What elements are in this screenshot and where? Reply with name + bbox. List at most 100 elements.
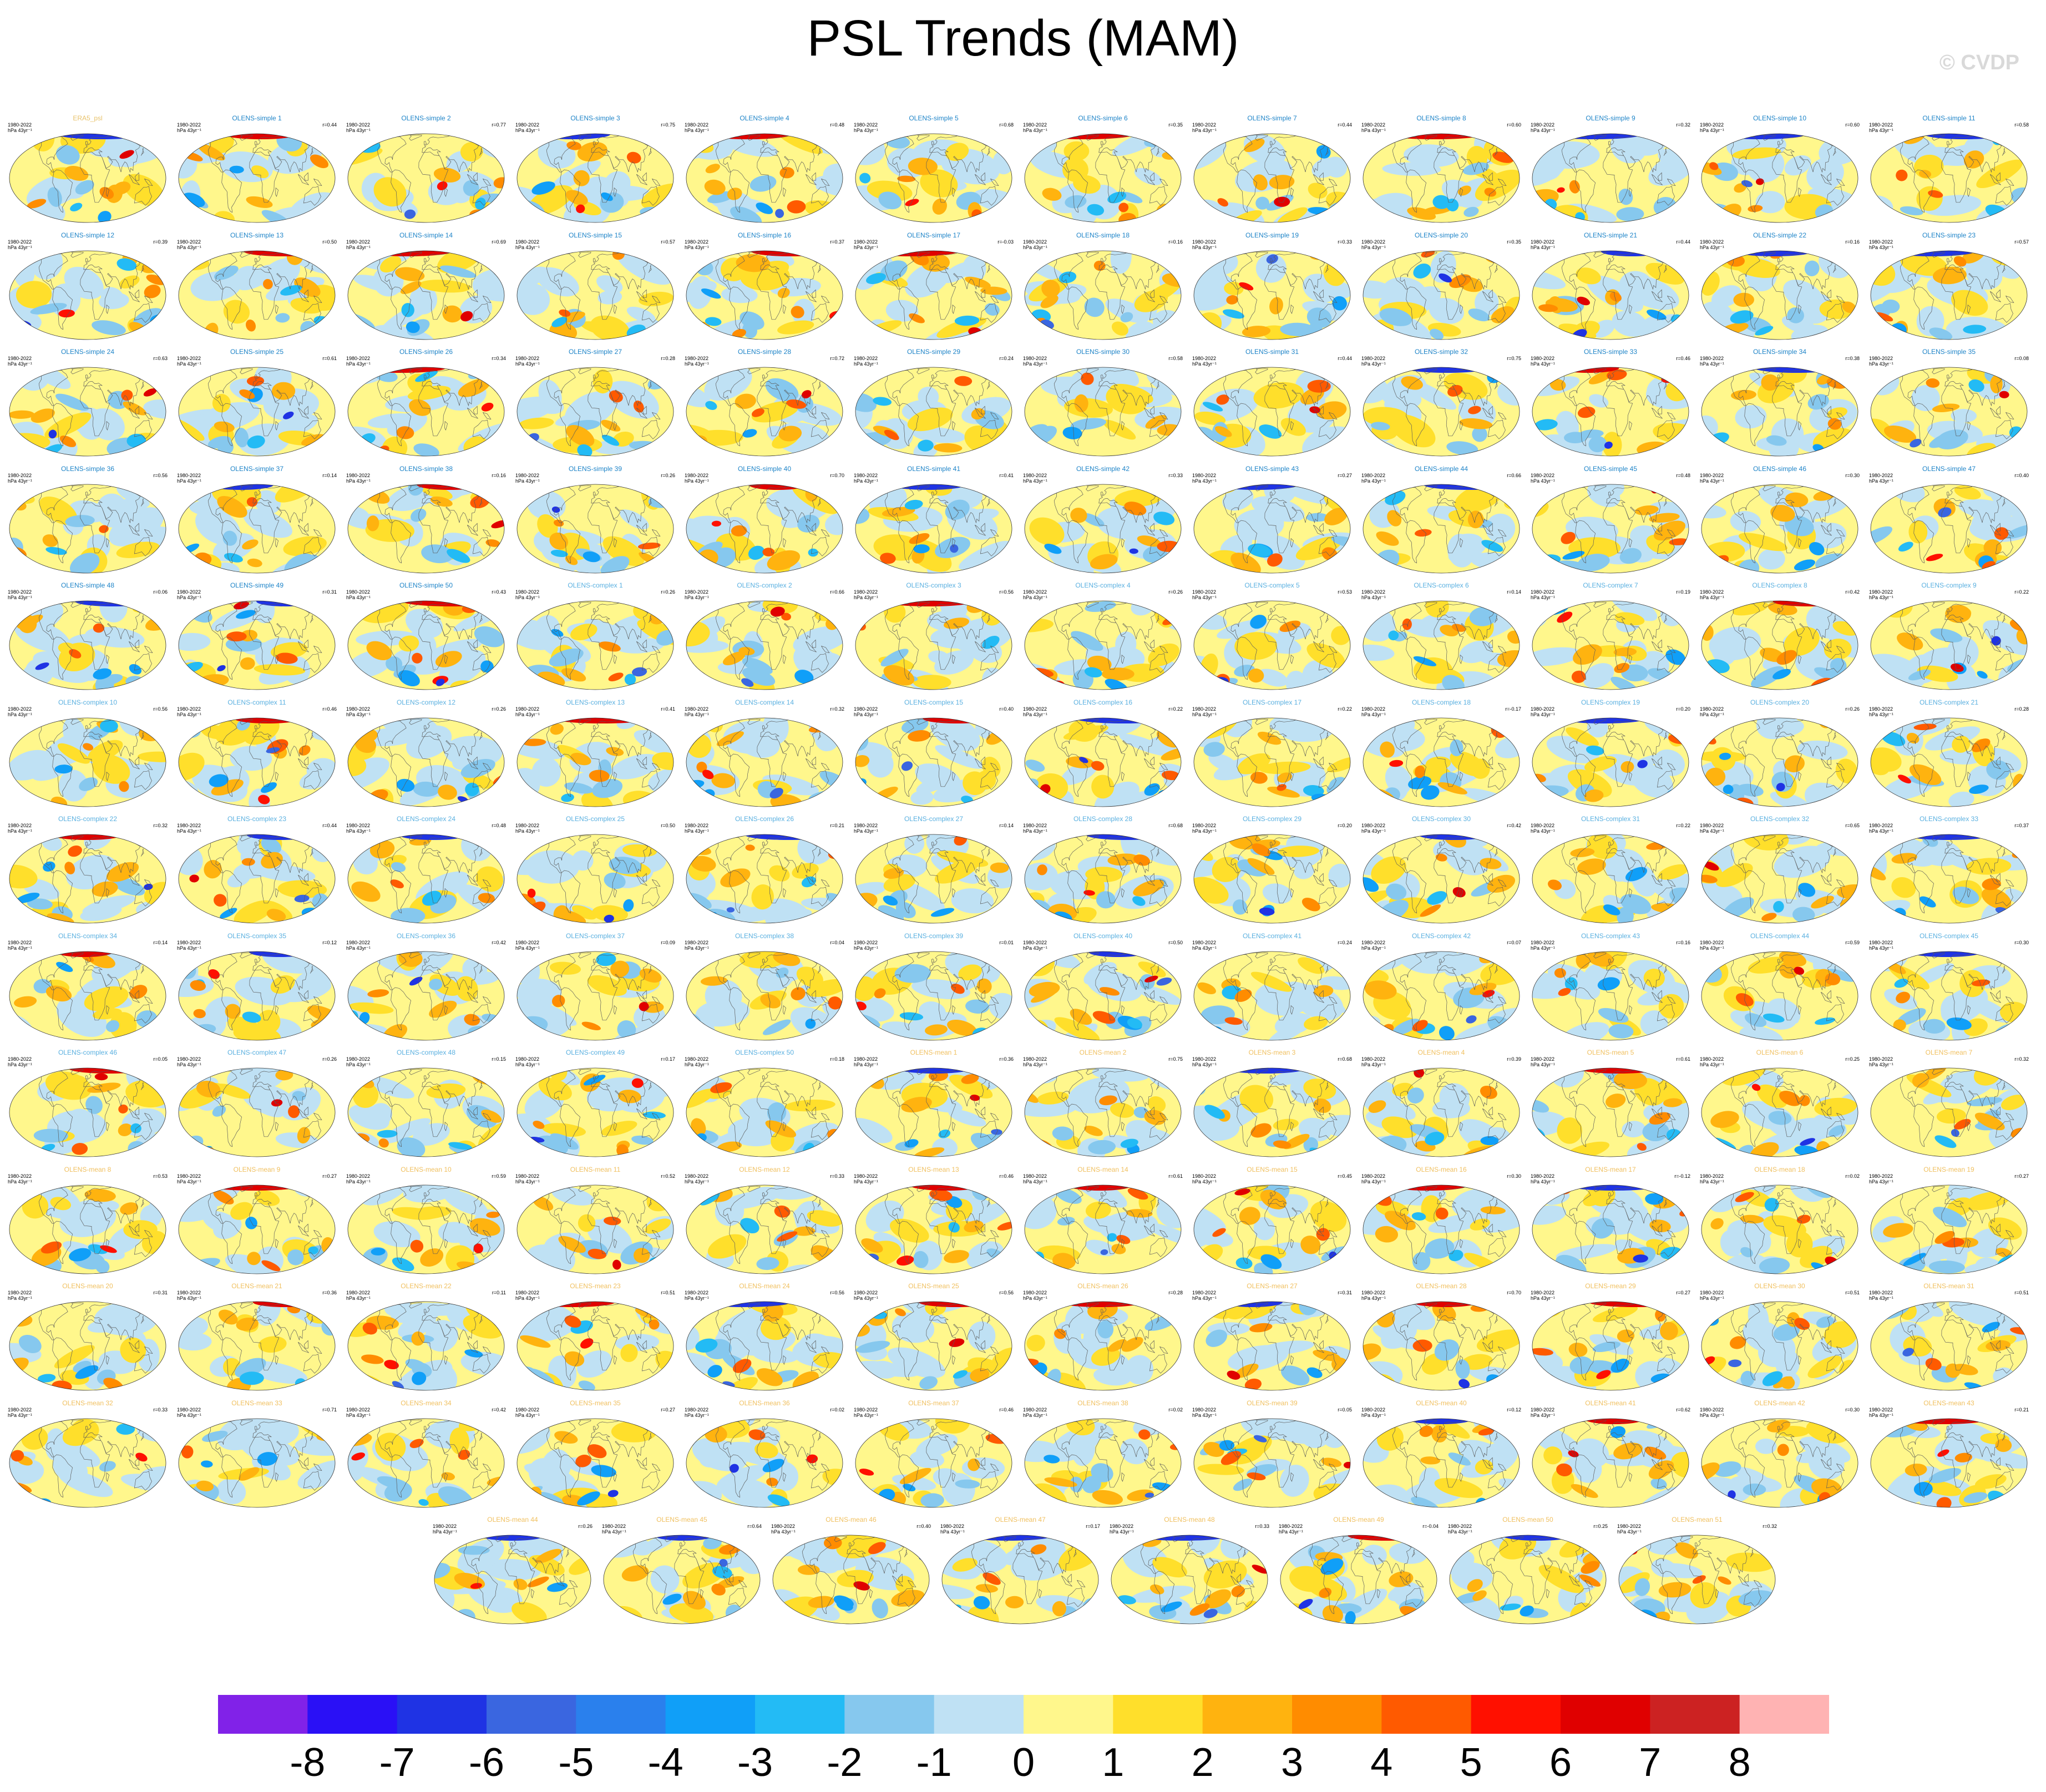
colorbar-swatch (1561, 1695, 1650, 1734)
robinson-map (1363, 951, 1520, 1040)
panel-title: OLENS-simple 1 (232, 114, 282, 122)
panel-title: OLENS-simple 32 (1414, 348, 1468, 356)
panel-pattern-correlation: r=0.44 (322, 823, 337, 828)
panel-title: OLENS-mean 43 (1923, 1399, 1974, 1407)
robinson-map (347, 484, 505, 573)
panel-title: OLENS-simple 9 (1586, 114, 1635, 122)
panel-period: 1980-2022 (515, 939, 540, 945)
map-panel: OLENS-mean 23 1980-2022 hPa 43yr⁻¹ r=0.51 (513, 1282, 677, 1393)
panel-title: OLENS-mean 40 (1416, 1399, 1467, 1407)
panel-units: hPa 43yr⁻¹ (1700, 945, 1724, 951)
panel-title: OLENS-complex 25 (565, 815, 625, 823)
coastline (1051, 1186, 1174, 1264)
panel-pattern-correlation: r=0.16 (1845, 239, 1860, 245)
panel-pattern-correlation: r=0.46 (322, 706, 337, 712)
robinson-map (1363, 717, 1520, 807)
panel-units: hPa 43yr⁻¹ (1700, 128, 1724, 133)
panel-title: OLENS-mean 17 (1585, 1165, 1636, 1173)
map-panel: OLENS-simple 15 1980-2022 hPa 43yr⁻¹ r=0.57 (513, 231, 677, 342)
coastline (1897, 485, 2020, 563)
panel-title: OLENS-complex 23 (227, 815, 287, 823)
panel-units: hPa 43yr⁻¹ (1361, 128, 1386, 133)
panel-units: hPa 43yr⁻¹ (854, 711, 878, 717)
panel-title: OLENS-mean 32 (62, 1399, 113, 1407)
robinson-map (178, 1418, 336, 1507)
map-panel: OLENS-mean 38 1980-2022 hPa 43yr⁻¹ r=0.02 (1021, 1399, 1185, 1510)
panel-title: OLENS-mean 24 (739, 1282, 790, 1290)
map-panel: OLENS-mean 1 1980-2022 hPa 43yr⁻¹ r=0.36 (852, 1049, 1016, 1160)
panel-pattern-correlation: r=0.24 (1338, 939, 1352, 945)
robinson-map (855, 600, 1012, 690)
panel-pattern-correlation: r=0.58 (1168, 356, 1183, 361)
coastline (1389, 835, 1512, 914)
panel-period: 1980-2022 (685, 1290, 709, 1295)
map-panel: OLENS-complex 43 1980-2022 hPa 43yr⁻¹ r=0.1… (1528, 932, 1693, 1043)
map-panel: OLENS-mean 30 1980-2022 hPa 43yr⁻¹ r=0.51 (1698, 1282, 1862, 1393)
coastline (374, 251, 497, 330)
colorbar-tick-label: -8 (290, 1740, 326, 1785)
panel-title: OLENS-complex 46 (58, 1049, 118, 1056)
map-panel: OLENS-simple 45 1980-2022 hPa 43yr⁻¹ r=0.48 (1528, 465, 1693, 576)
panel-period: 1980-2022 (685, 472, 709, 478)
panel-pattern-correlation: r=0.62 (1676, 1406, 1690, 1413)
robinson-map (1024, 1301, 1182, 1391)
panel-period: 1980-2022 (1869, 356, 1893, 361)
coastline (543, 251, 666, 330)
map-panel: OLENS-complex 50 1980-2022 hPa 43yr⁻¹ r=0.1… (682, 1049, 847, 1160)
robinson-map (1024, 1067, 1182, 1157)
panel-title: OLENS-mean 21 (231, 1282, 282, 1290)
coastline (374, 1302, 497, 1381)
map-panel: OLENS-complex 15 1980-2022 hPa 43yr⁻¹ r=0.4… (852, 698, 1016, 809)
map-panel: OLENS-mean 22 1980-2022 hPa 43yr⁻¹ r=0.11 (344, 1282, 508, 1393)
panel-title: OLENS-mean 13 (908, 1165, 959, 1173)
panel-pattern-correlation: r=0.50 (322, 239, 337, 245)
panel-title: OLENS-mean 3 (1248, 1049, 1296, 1056)
coastline (374, 1069, 497, 1147)
panel-pattern-correlation: r=0.75 (1168, 1056, 1183, 1062)
coastline (543, 368, 666, 447)
panel-period: 1980-2022 (1023, 472, 1047, 478)
panel-units: hPa 43yr⁻¹ (8, 711, 32, 717)
coastline (882, 251, 1005, 330)
panel-units: hPa 43yr⁻¹ (1192, 1412, 1217, 1418)
coastline (882, 134, 1005, 213)
coastline (1051, 1069, 1174, 1147)
robinson-map (1024, 1418, 1182, 1507)
panel-period: 1980-2022 (1361, 1056, 1386, 1062)
coastline (543, 134, 666, 213)
panel-period: 1980-2022 (1617, 1523, 1642, 1529)
panel-period: 1980-2022 (1700, 823, 1724, 828)
coastline (1558, 718, 1682, 797)
panel-units: hPa 43yr⁻¹ (177, 945, 201, 951)
panel-title: OLENS-complex 29 (1242, 815, 1302, 823)
coastline (460, 1536, 584, 1614)
panel-title: OLENS-mean 33 (231, 1399, 282, 1407)
robinson-map (1870, 250, 2028, 340)
map-panel: OLENS-simple 39 1980-2022 hPa 43yr⁻¹ r=0.26 (513, 465, 677, 576)
coastline (1389, 1186, 1512, 1264)
panel-title: OLENS-complex 38 (735, 932, 794, 940)
panel-title: OLENS-simple 13 (230, 231, 284, 239)
robinson-map (1024, 367, 1182, 457)
robinson-map (686, 250, 843, 340)
panel-period: 1980-2022 (1448, 1523, 1472, 1529)
panel-pattern-correlation: r=0.14 (999, 823, 1014, 828)
panel-pattern-correlation: r=0.70 (1507, 1290, 1521, 1295)
robinson-map (1870, 834, 2028, 924)
panel-pattern-correlation: r=0.48 (830, 122, 844, 128)
panel-pattern-correlation: r=0.45 (1338, 1173, 1352, 1179)
map-panel: OLENS-simple 23 1980-2022 hPa 43yr⁻¹ r=0.57 (1867, 231, 2031, 342)
panel-period: 1980-2022 (346, 706, 371, 712)
panel-title: OLENS-mean 8 (64, 1165, 112, 1173)
panel-pattern-correlation: r=0.01 (999, 939, 1014, 945)
panel-title: OLENS-mean 44 (487, 1516, 538, 1523)
coastline (205, 251, 328, 330)
panel-units: hPa 43yr⁻¹ (1531, 828, 1555, 834)
coastline (205, 1419, 328, 1497)
coastline (1389, 134, 1512, 213)
panel-period: 1980-2022 (1869, 1056, 1893, 1062)
map-panel: OLENS-simple 40 1980-2022 hPa 43yr⁻¹ r=0.70 (682, 465, 847, 576)
robinson-map (1024, 951, 1182, 1040)
panel-period: 1980-2022 (1531, 823, 1555, 828)
panel-pattern-correlation: r=0.71 (322, 1406, 337, 1413)
